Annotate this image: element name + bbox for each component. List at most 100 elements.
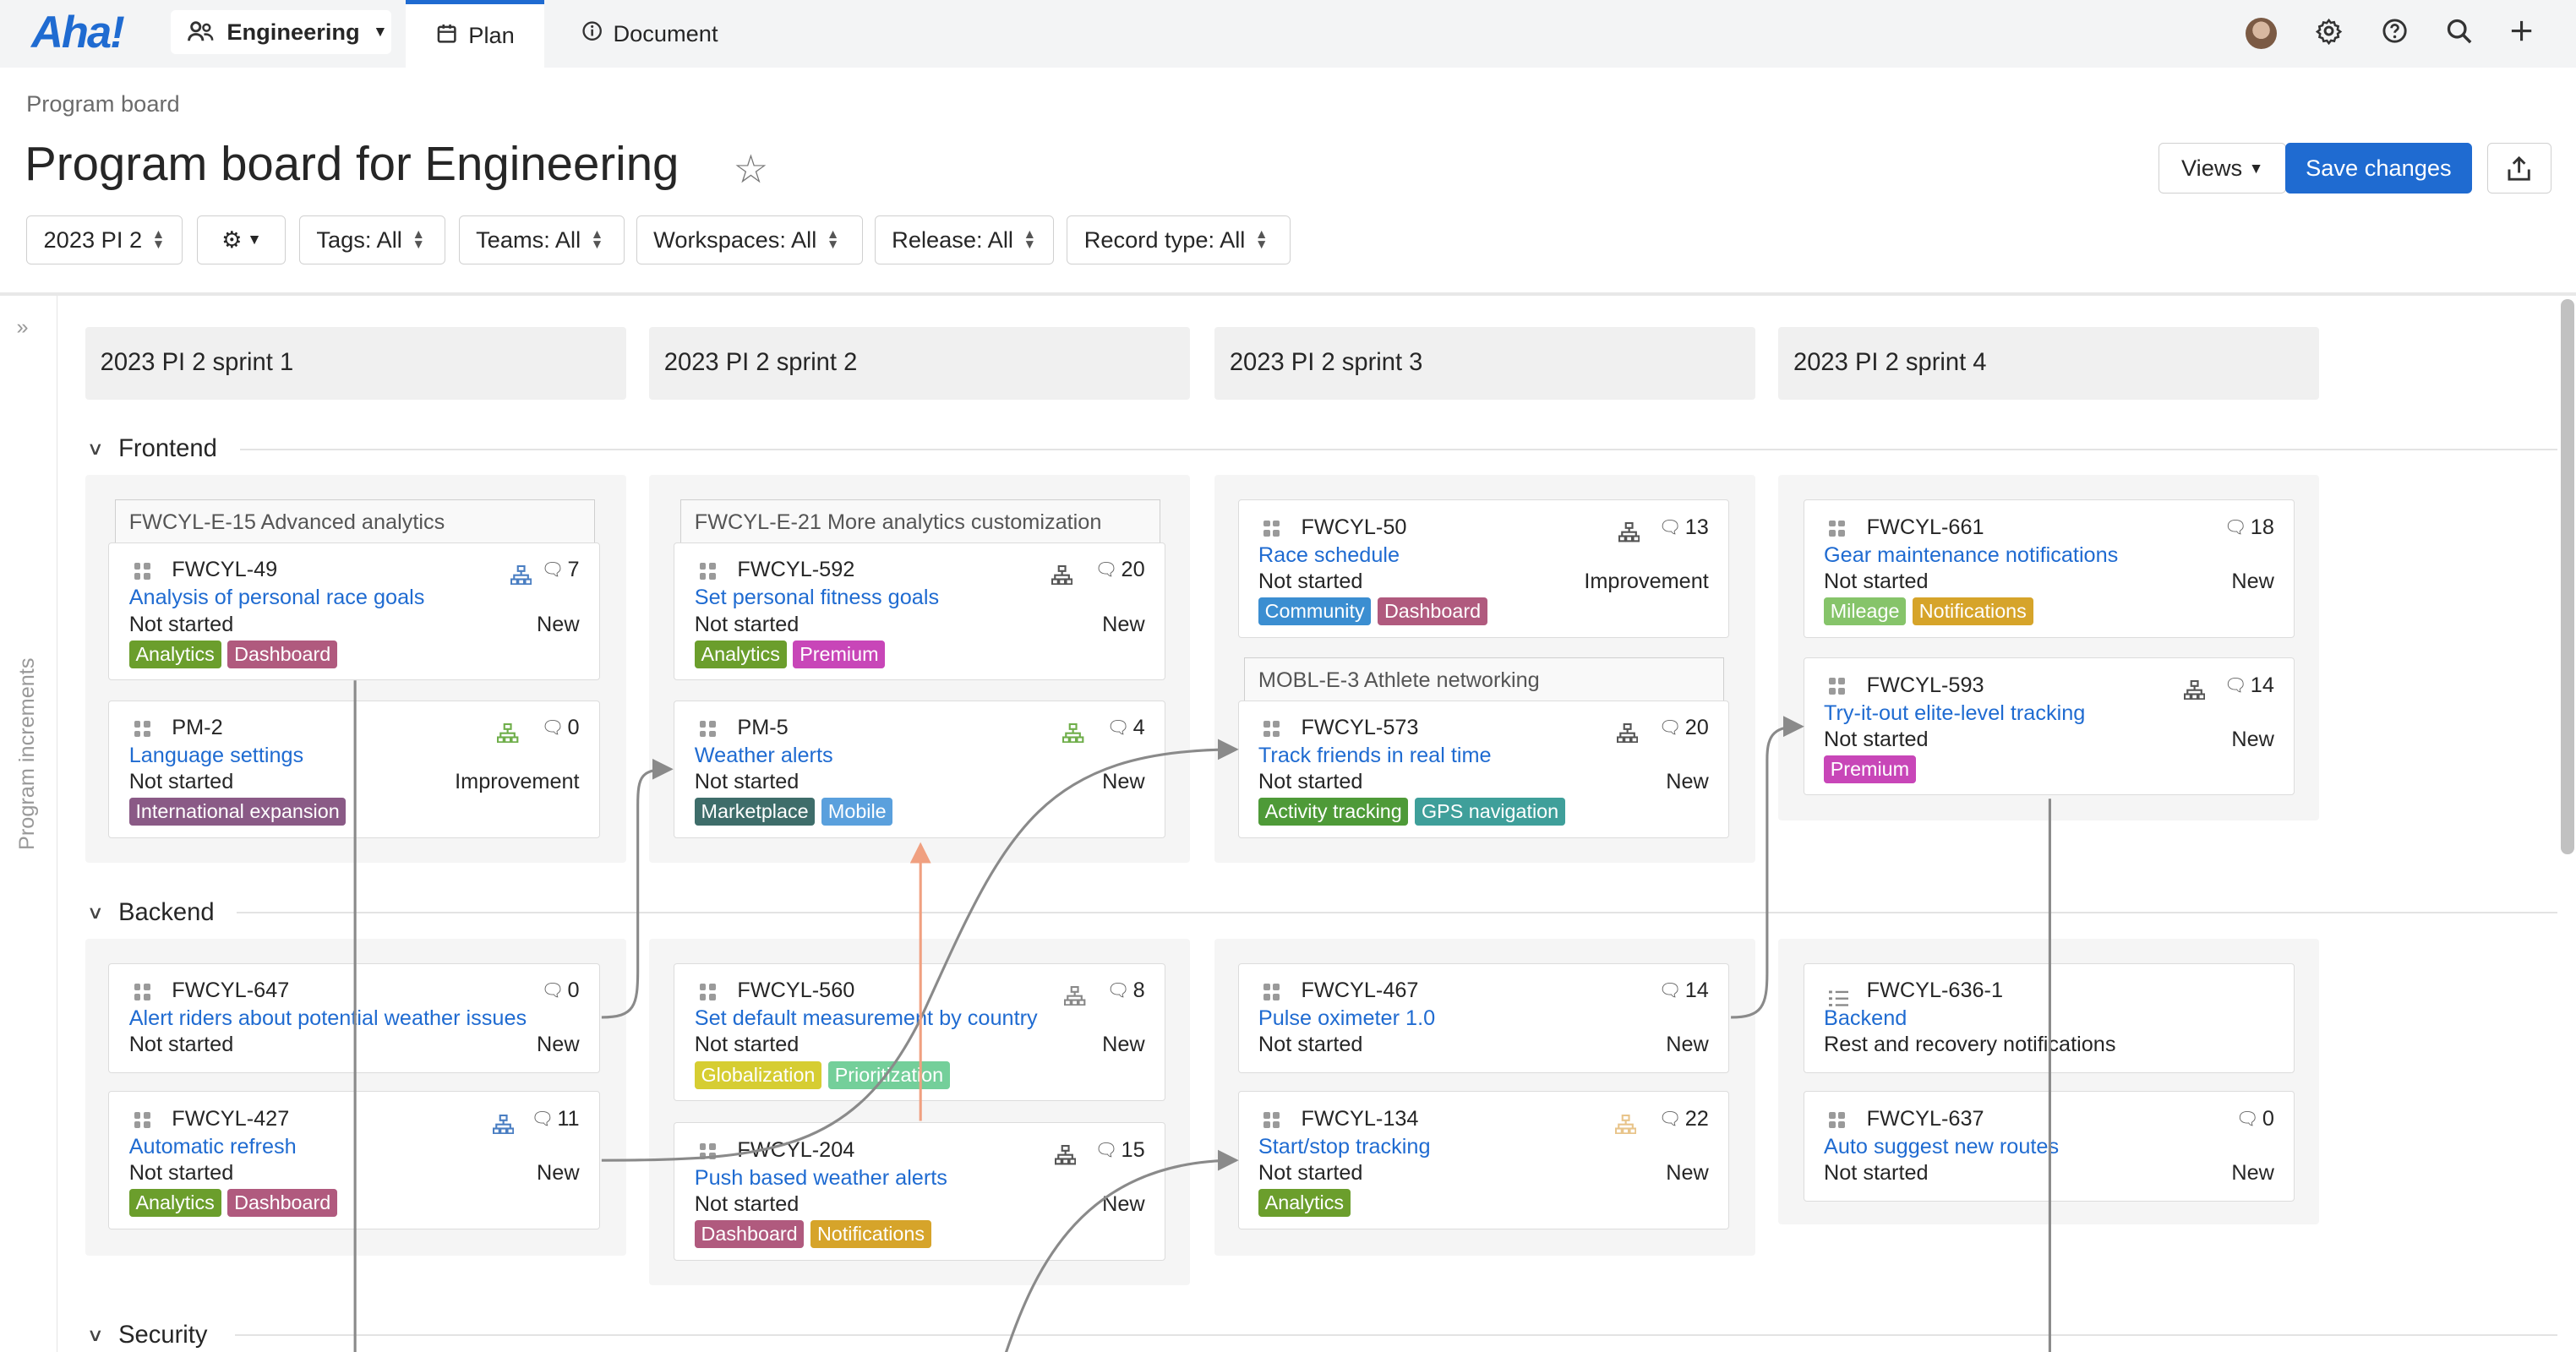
comments-count[interactable]: 🗨 4 (1107, 716, 1145, 740)
tag[interactable]: Premium (1823, 755, 1916, 783)
workspace-switcher[interactable]: Engineering ▼ (171, 9, 391, 55)
views-button[interactable]: Views ▼ (2158, 143, 2287, 194)
comments-count[interactable]: 🗨 18 (2224, 515, 2274, 540)
drag-handle-icon[interactable] (134, 1111, 152, 1130)
drag-handle-icon[interactable] (699, 984, 718, 1001)
feature-card[interactable]: FWCYL-637 Auto suggest new routes Not star… (1803, 1091, 2295, 1202)
drag-handle-icon[interactable] (1828, 520, 1847, 538)
tag[interactable]: Premium (793, 640, 886, 668)
card-title-link[interactable]: Alert riders about potential weather iss… (128, 1006, 527, 1031)
hierarchy-icon[interactable] (1054, 1142, 1077, 1165)
hierarchy-icon[interactable] (1618, 519, 1640, 542)
tag[interactable]: GPS navigation (1415, 798, 1565, 826)
hierarchy-icon[interactable] (1064, 982, 1086, 1006)
comments-count[interactable]: 🗨 0 (542, 979, 580, 1003)
drag-handle-icon[interactable] (1828, 1111, 1847, 1130)
comments-count[interactable]: 🗨 0 (2236, 1107, 2274, 1131)
section-security[interactable]: ∨ Security (87, 1322, 208, 1349)
release-filter[interactable]: Release: All ▲ ▼ (874, 215, 1054, 265)
drag-handle-icon[interactable] (1263, 984, 1281, 1001)
feature-card[interactable]: FWCYL-49 Analysis of personal race goals N… (108, 542, 600, 681)
card-title-link[interactable]: Gear maintenance notifications (1823, 542, 2119, 567)
tag[interactable]: Analytics (128, 640, 221, 668)
feature-card[interactable]: FWCYL-593 Try-it-out elite-level tracking… (1803, 657, 2295, 796)
comments-count[interactable]: 🗨 22 (1659, 1107, 1709, 1131)
search-icon[interactable] (2444, 18, 2474, 47)
comments-count[interactable]: 🗨 15 (1095, 1138, 1145, 1163)
tag[interactable]: Community (1258, 597, 1372, 626)
drag-handle-icon[interactable] (134, 720, 152, 739)
increment-filter[interactable]: 2023 PI 2 ▲ ▼ (26, 215, 183, 265)
list-icon[interactable] (1828, 984, 1849, 1006)
section-frontend[interactable]: ∨ Frontend (87, 435, 217, 463)
gear-icon[interactable] (2315, 18, 2344, 47)
tag[interactable]: Mobile (821, 798, 893, 826)
epic-header[interactable]: FWCYL-E-15 Advanced analytics (115, 499, 596, 542)
hierarchy-icon[interactable] (1614, 1110, 1637, 1134)
tag[interactable]: Prioritization (827, 1060, 950, 1089)
tag[interactable]: Globalization (694, 1060, 822, 1089)
tag[interactable]: Dashboard (227, 1189, 337, 1218)
tag[interactable]: Notifications (810, 1220, 931, 1249)
drag-handle-icon[interactable] (699, 1142, 718, 1161)
star-icon[interactable]: ☆ (733, 146, 769, 191)
tag[interactable]: Activity tracking (1258, 798, 1409, 826)
comments-count[interactable]: 🗨 7 (542, 558, 580, 582)
comments-count[interactable]: 🗨 0 (542, 716, 580, 740)
feature-card[interactable]: FWCYL-560 Set default measurement by coun… (674, 962, 1165, 1102)
tag[interactable]: Marketplace (694, 798, 816, 826)
drag-handle-icon[interactable] (1263, 720, 1281, 739)
epic-header[interactable]: FWCYL-E-21 More analytics customization (680, 499, 1161, 542)
comments-count[interactable]: 🗨 8 (1107, 979, 1145, 1003)
comments-count[interactable]: 🗨 20 (1095, 558, 1145, 582)
hierarchy-icon[interactable] (1062, 719, 1084, 744)
card-title-link[interactable]: Pulse oximeter 1.0 (1258, 1006, 1436, 1031)
tag[interactable]: Dashboard (694, 1220, 805, 1249)
feature-card[interactable]: FWCYL-467 Pulse oximeter 1.0 Not started Ne… (1237, 962, 1730, 1074)
drag-handle-icon[interactable] (699, 563, 718, 581)
card-title-link[interactable]: Race schedule (1258, 542, 1400, 567)
feature-card[interactable]: FWCYL-647 Alert riders about potential we… (108, 962, 600, 1074)
aha-logo[interactable]: Aha! (30, 7, 125, 57)
comments-count[interactable]: 🗨 14 (1659, 979, 1709, 1003)
add-icon[interactable] (2507, 18, 2536, 47)
settings-filter[interactable]: ⚙ ▼ (197, 215, 287, 265)
hierarchy-icon[interactable] (492, 1110, 514, 1134)
card-title-link[interactable]: Language settings (128, 744, 304, 768)
tag[interactable]: Analytics (1258, 1189, 1351, 1218)
comments-count[interactable]: 🗨 13 (1659, 515, 1709, 540)
card-title-link[interactable]: Set default measurement by country (694, 1006, 1038, 1031)
expand-chevron-icon[interactable]: » (16, 315, 29, 340)
record-type-filter[interactable]: Record type: All ▲ ▼ (1067, 215, 1291, 265)
comments-count[interactable]: 🗨 11 (531, 1107, 579, 1131)
card-title-link[interactable]: Try-it-out elite-level tracking (1823, 701, 2086, 725)
teams-filter[interactable]: Teams: All ▲ ▼ (458, 215, 625, 265)
card-title-link[interactable]: Set personal fitness goals (694, 586, 940, 610)
feature-card[interactable]: FWCYL-427 Automatic refresh Not started New… (108, 1091, 600, 1229)
share-icon[interactable] (2486, 143, 2551, 194)
drag-handle-icon[interactable] (1263, 520, 1281, 538)
drag-handle-icon[interactable] (134, 563, 152, 581)
hierarchy-icon[interactable] (497, 719, 519, 744)
card-title-link[interactable]: Auto suggest new routes (1823, 1135, 2060, 1159)
comments-count[interactable]: 🗨 14 (2224, 673, 2274, 698)
scrollbar-thumb[interactable] (2561, 298, 2574, 855)
card-title-link[interactable]: Track friends in real time (1258, 744, 1492, 768)
feature-card[interactable]: FWCYL-592 Set personal fitness goals Not s… (674, 542, 1165, 681)
user-avatar[interactable] (2245, 18, 2277, 50)
card-title-link[interactable]: Push based weather alerts (694, 1165, 947, 1190)
hierarchy-icon[interactable] (1051, 561, 1073, 586)
tab-plan[interactable]: Plan (406, 0, 544, 68)
tag[interactable]: Dashboard (227, 640, 337, 668)
feature-card[interactable]: FWCYL-636-1 Backend Rest and recovery noti… (1803, 962, 2295, 1074)
hierarchy-icon[interactable] (2183, 676, 2206, 701)
tag[interactable]: Dashboard (1378, 597, 1487, 626)
tag[interactable]: Mileage (1823, 597, 1907, 626)
epic-header[interactable]: MOBL-E-3 Athlete networking (1244, 657, 1725, 701)
breadcrumb[interactable]: Program board (26, 90, 180, 117)
tag[interactable]: Analytics (694, 640, 787, 668)
feature-card[interactable]: FWCYL-134 Start/stop tracking Not started N… (1237, 1091, 1730, 1229)
card-title-link[interactable]: Start/stop tracking (1258, 1135, 1431, 1159)
tags-filter[interactable]: Tags: All ▲ ▼ (298, 215, 446, 265)
drag-handle-icon[interactable] (699, 720, 718, 739)
